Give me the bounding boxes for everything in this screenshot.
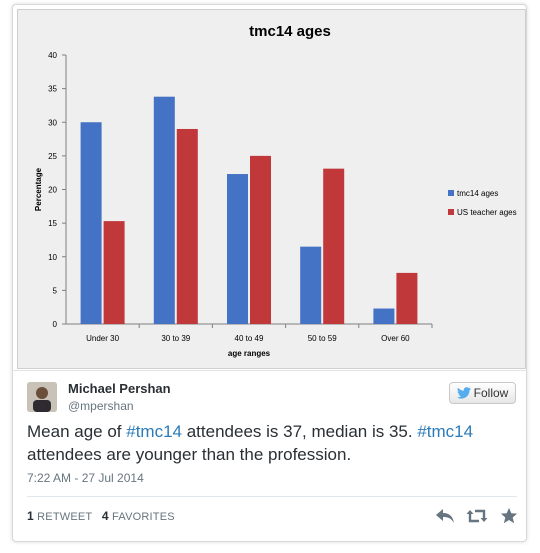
user-handle[interactable]: @mpershan (68, 399, 134, 413)
legend-swatch (448, 209, 454, 215)
y-tick-label: 0 (53, 320, 58, 329)
x-tick-label: Under 30 (86, 334, 119, 343)
retweet-icon (466, 509, 488, 523)
divider (27, 496, 517, 497)
x-tick-label: 30 to 39 (161, 334, 190, 343)
follow-label: Follow (473, 386, 509, 400)
avatar[interactable] (27, 382, 57, 412)
retweet-count[interactable]: 1 (27, 509, 34, 523)
y-tick-label: 25 (48, 152, 57, 161)
tweet-stats: 1 RETWEET 4 FAVORITES (27, 509, 175, 523)
bar-us-teacher (250, 155, 271, 324)
avatar-image (27, 382, 57, 412)
tweet-text-part: Mean age of (27, 422, 127, 441)
bar-tmc14 (373, 308, 395, 324)
y-tick-label: 20 (48, 186, 57, 195)
chart-title: tmc14 ages (249, 23, 331, 40)
bar-us-teacher (103, 221, 125, 324)
bar-tmc14 (153, 96, 175, 324)
tweet-text: Mean age of #tmc14 attendees is 37, medi… (27, 420, 517, 466)
x-tick-label: 50 to 59 (308, 334, 337, 343)
bar-us-teacher (396, 272, 418, 324)
hashtag-link[interactable]: #tmc14 (126, 422, 182, 441)
y-tick-label: 35 (48, 85, 57, 94)
legend-label: US teacher ages (457, 208, 517, 217)
bar-us-teacher (323, 168, 345, 324)
x-tick-label: Over 60 (381, 334, 410, 343)
hashtag-link[interactable]: #tmc14 (417, 422, 474, 441)
y-tick-label: 30 (48, 118, 57, 127)
tweet-text-part: attendees are younger than the professio… (27, 445, 352, 464)
legend-swatch (448, 190, 454, 196)
bar-tmc14 (227, 174, 248, 324)
follow-button[interactable]: Follow (449, 382, 516, 404)
tweet-text-part: attendees is 37, median is 35. (182, 422, 418, 441)
reply-icon (436, 509, 454, 523)
bar-tmc14 (300, 246, 322, 324)
bar-tmc14 (80, 122, 102, 324)
x-tick-label: 40 to 49 (235, 334, 264, 343)
tweet-timestamp[interactable]: 7:22 AM - 27 Jul 2014 (27, 471, 144, 485)
chart-image: tmc14 ages 0 5 10 15 20 25 30 35 40 Percentage Und… (17, 9, 526, 369)
x-axis-label: age ranges (228, 349, 271, 358)
y-tick-label: 10 (48, 253, 57, 262)
tweet-actions (434, 505, 520, 527)
divider (12, 370, 527, 371)
reply-button[interactable] (434, 505, 456, 527)
legend-label: tmc14 ages (457, 189, 498, 198)
favorite-label[interactable]: FAVORITES (112, 511, 175, 523)
retweet-button[interactable] (466, 505, 488, 527)
y-tick-label: 40 (48, 51, 57, 60)
y-tick-label: 5 (53, 286, 58, 295)
twitter-bird-icon (456, 387, 471, 399)
bar-us-teacher (176, 128, 198, 324)
y-tick-label: 15 (48, 219, 57, 228)
star-icon (500, 507, 518, 524)
retweet-label[interactable]: RETWEET (37, 511, 93, 523)
favorite-button[interactable] (498, 505, 520, 527)
bar-chart: tmc14 ages 0 5 10 15 20 25 30 35 40 Percentage Und… (34, 23, 517, 358)
favorite-count[interactable]: 4 (101, 509, 109, 523)
user-name[interactable]: Michael Pershan (68, 381, 171, 396)
y-axis-label: Percentage (34, 167, 43, 211)
